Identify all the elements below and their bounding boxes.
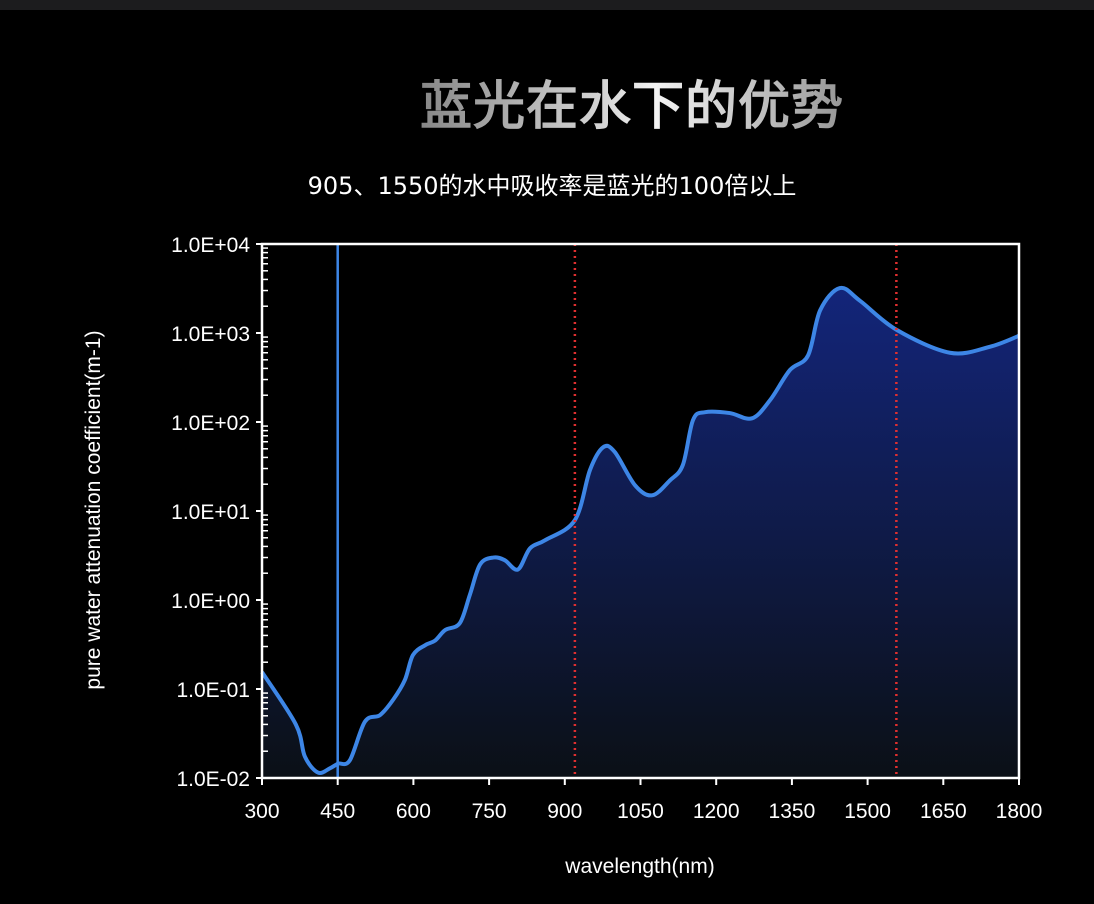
area-fill bbox=[262, 287, 1019, 778]
x-tick-label: 1650 bbox=[920, 800, 967, 823]
x-tick-label: 300 bbox=[244, 800, 279, 823]
x-tick-label: 750 bbox=[472, 800, 507, 823]
y-tick-label: 1.0E+03 bbox=[171, 323, 250, 346]
page-title: 蓝光在水下的优势 bbox=[397, 64, 867, 139]
x-tick-label: 1050 bbox=[617, 800, 664, 823]
x-tick-label: 1800 bbox=[996, 800, 1043, 823]
y-tick-label: 1.0E+00 bbox=[171, 590, 250, 613]
y-tick-label: 1.0E-01 bbox=[176, 679, 250, 702]
y-tick-label: 1.0E-02 bbox=[176, 768, 250, 791]
x-tick-label: 450 bbox=[320, 800, 355, 823]
y-tick-label: 1.0E+04 bbox=[171, 234, 250, 257]
y-tick-label: 1.0E+01 bbox=[171, 501, 250, 524]
x-tick-label: 900 bbox=[547, 800, 582, 823]
window-top-bar bbox=[0, 0, 1094, 10]
x-tick-label: 1500 bbox=[844, 800, 891, 823]
x-axis-label: wavelength(nm) bbox=[564, 855, 714, 878]
y-tick-label: 1.0E+02 bbox=[171, 412, 250, 435]
x-tick-label: 1350 bbox=[769, 800, 816, 823]
y-axis-label: pure water attenuation coefficient(m-1) bbox=[82, 330, 105, 689]
series-line bbox=[260, 285, 1020, 776]
page-subtitle: 905、1550的水中吸收率是蓝光的100倍以上 bbox=[307, 172, 797, 200]
x-tick-label: 1200 bbox=[693, 800, 740, 823]
x-tick-label: 600 bbox=[396, 800, 431, 823]
